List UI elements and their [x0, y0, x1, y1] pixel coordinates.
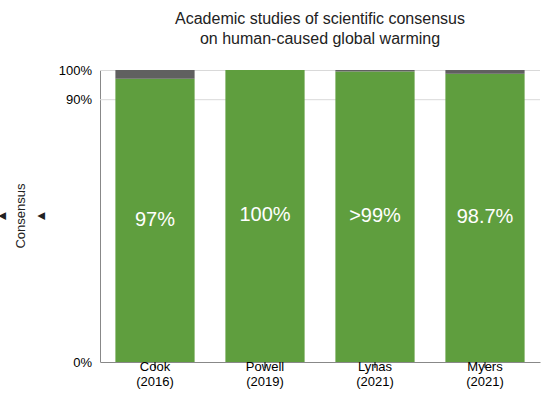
bar [445, 74, 524, 362]
y-axis: 0% 90% 100% [59, 63, 540, 370]
text-line: Academic studies of scientific consensus [175, 10, 465, 27]
series [115, 70, 524, 362]
y-tick-label: 0% [73, 355, 92, 370]
x-tick: Powell(2019) [246, 359, 284, 389]
x-tick-label: Powell(2019) [246, 359, 284, 389]
y-axis-label: ▲ Consensus ▲ [0, 183, 48, 249]
data-label: 97% [135, 208, 175, 230]
y-tick-label: 100% [59, 63, 93, 78]
bar [335, 70, 414, 71]
data-label: >99% [349, 204, 401, 226]
bar [115, 70, 194, 79]
x-tick: Lynas(2021) [356, 359, 394, 389]
text-line: ▲ [33, 210, 48, 223]
x-tick-label: Myers(2021) [466, 359, 504, 389]
series [115, 70, 524, 79]
text-line: (2021) [466, 374, 504, 389]
x-tick-label: Lynas(2021) [356, 359, 394, 389]
data-label: 98.7% [457, 205, 514, 227]
text-line: (2019) [246, 374, 284, 389]
text-line: (2016) [136, 374, 174, 389]
data-label: 100% [239, 203, 290, 225]
text-line: (2021) [356, 374, 394, 389]
data-labels: 97% 100% >99% 98.7% [135, 203, 514, 229]
x-tick: Cook(2016) [136, 359, 174, 389]
x-tick-label: Cook(2016) [136, 359, 174, 389]
text-line: ▲ [0, 210, 9, 223]
bar [445, 70, 524, 74]
bars [115, 70, 524, 362]
x-axis: Cook(2016) Powell(2019) Lynas(2021) Myers(2… [101, 359, 541, 389]
bar [115, 79, 194, 362]
title: Academic studies of scientific consensus… [175, 10, 465, 47]
bar [225, 70, 304, 362]
text-line: Consensus [13, 183, 28, 249]
bar [335, 71, 414, 362]
y-axis-line [101, 71, 541, 363]
text-line: on human-caused global warming [200, 30, 440, 47]
chart: Academic studies of scientific consensus… [0, 0, 560, 420]
y-tick-label: 90% [66, 92, 92, 107]
x-tick: Myers(2021) [466, 359, 504, 389]
bar [225, 70, 304, 71]
plot: 0% 90% 100% Cook(2016) Powell(2019) Lynas(202… [59, 63, 541, 389]
